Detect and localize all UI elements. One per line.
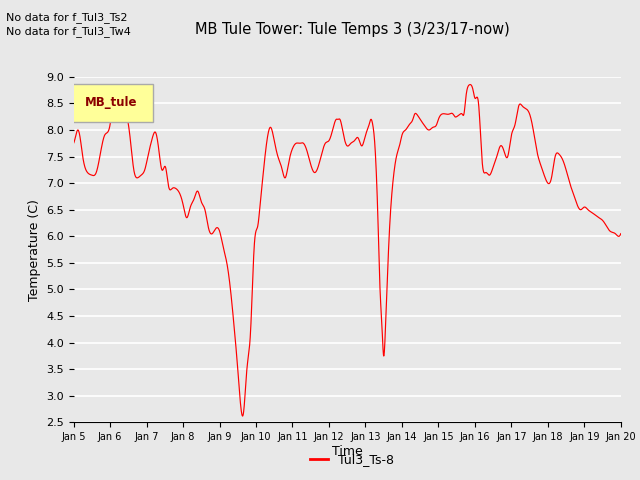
Text: MB Tule Tower: Tule Temps 3 (3/23/17-now): MB Tule Tower: Tule Temps 3 (3/23/17-now… bbox=[195, 22, 509, 36]
Text: MB_tule: MB_tule bbox=[84, 96, 137, 109]
Legend: Tul3_Ts-8: Tul3_Ts-8 bbox=[305, 448, 399, 471]
X-axis label: Time: Time bbox=[332, 445, 363, 458]
Y-axis label: Temperature (C): Temperature (C) bbox=[28, 199, 40, 300]
Text: No data for f_Tul3_Tw4: No data for f_Tul3_Tw4 bbox=[6, 26, 131, 37]
Text: No data for f_Tul3_Ts2: No data for f_Tul3_Ts2 bbox=[6, 12, 128, 23]
FancyBboxPatch shape bbox=[71, 84, 153, 122]
